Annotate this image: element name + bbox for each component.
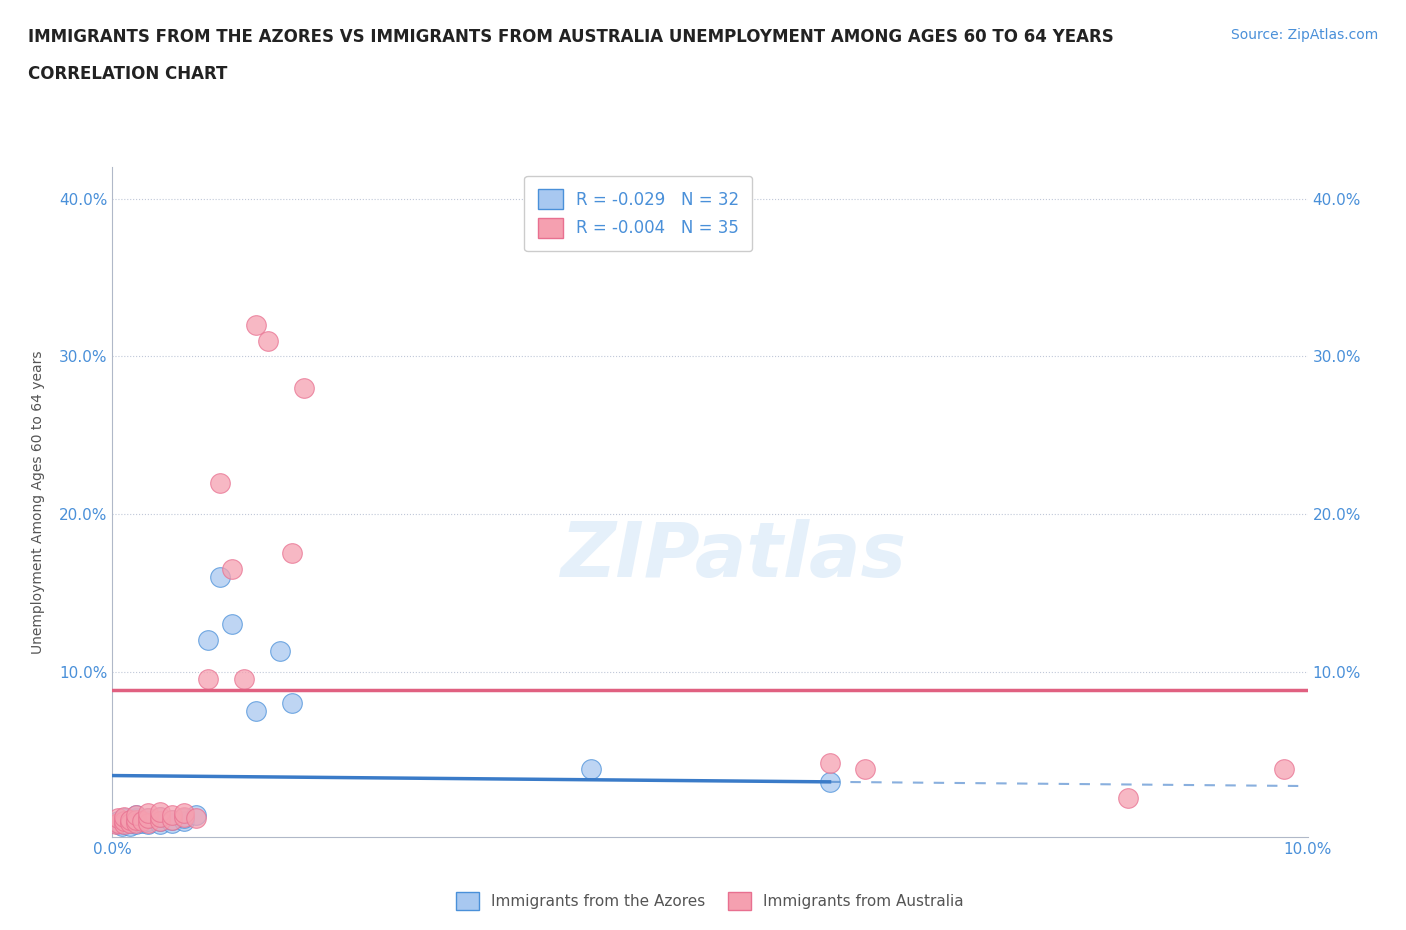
Point <box>107 817 129 831</box>
Legend: Immigrants from the Azores, Immigrants from Australia: Immigrants from the Azores, Immigrants f… <box>450 885 970 916</box>
Point <box>149 809 172 824</box>
Point <box>138 811 160 826</box>
Point <box>208 569 231 584</box>
Text: CORRELATION CHART: CORRELATION CHART <box>28 65 228 83</box>
Point <box>120 812 142 827</box>
Point <box>120 816 142 830</box>
Point <box>186 811 208 826</box>
Point <box>162 812 183 827</box>
Point <box>281 696 304 711</box>
Y-axis label: Unemployment Among Ages 60 to 64 years: Unemployment Among Ages 60 to 64 years <box>31 351 45 654</box>
Point <box>221 562 243 577</box>
Text: ZIPatlas: ZIPatlas <box>561 519 907 592</box>
Point <box>173 809 195 824</box>
Point <box>197 632 219 647</box>
Point <box>149 809 172 824</box>
Point <box>818 755 841 770</box>
Point <box>197 672 219 687</box>
Point <box>1272 762 1295 777</box>
Point <box>173 806 195 821</box>
Point <box>149 814 172 829</box>
Point <box>105 817 128 831</box>
Point <box>245 703 267 718</box>
Point <box>125 814 148 829</box>
Point <box>138 811 160 826</box>
Point <box>114 817 135 831</box>
Point <box>292 380 315 395</box>
Point <box>173 814 195 829</box>
Point <box>855 762 877 777</box>
Point <box>149 804 172 819</box>
Point <box>120 818 142 833</box>
Point <box>125 807 148 822</box>
Point <box>114 809 135 824</box>
Point <box>257 333 280 348</box>
Text: Source: ZipAtlas.com: Source: ZipAtlas.com <box>1230 28 1378 42</box>
Point <box>162 812 183 827</box>
Point <box>107 814 129 829</box>
Text: IMMIGRANTS FROM THE AZORES VS IMMIGRANTS FROM AUSTRALIA UNEMPLOYMENT AMONG AGES : IMMIGRANTS FROM THE AZORES VS IMMIGRANTS… <box>28 28 1114 46</box>
Point <box>149 817 172 831</box>
Point <box>208 475 231 490</box>
Point <box>120 816 142 830</box>
Point <box>1118 790 1140 805</box>
Point <box>114 814 135 829</box>
Point <box>125 812 148 827</box>
Point <box>131 814 153 829</box>
Point <box>138 806 160 821</box>
Point <box>107 816 129 830</box>
Point <box>114 814 135 829</box>
Point <box>125 817 148 831</box>
Point <box>221 617 243 631</box>
Point <box>125 816 148 830</box>
Point <box>114 811 135 826</box>
Point <box>232 672 256 687</box>
Point <box>114 817 135 831</box>
Point <box>162 807 183 822</box>
Point <box>138 817 160 831</box>
Point <box>245 317 267 332</box>
Point <box>186 807 208 822</box>
Point <box>149 814 172 829</box>
Point <box>579 762 602 777</box>
Point <box>111 818 134 833</box>
Point <box>269 644 291 658</box>
Point <box>107 811 129 826</box>
Point <box>138 816 160 830</box>
Point <box>138 814 160 829</box>
Point <box>162 816 183 830</box>
Point <box>125 807 148 822</box>
Point <box>173 811 195 826</box>
Point <box>131 816 153 830</box>
Point <box>281 546 304 561</box>
Point <box>818 775 841 790</box>
Point <box>125 811 148 826</box>
